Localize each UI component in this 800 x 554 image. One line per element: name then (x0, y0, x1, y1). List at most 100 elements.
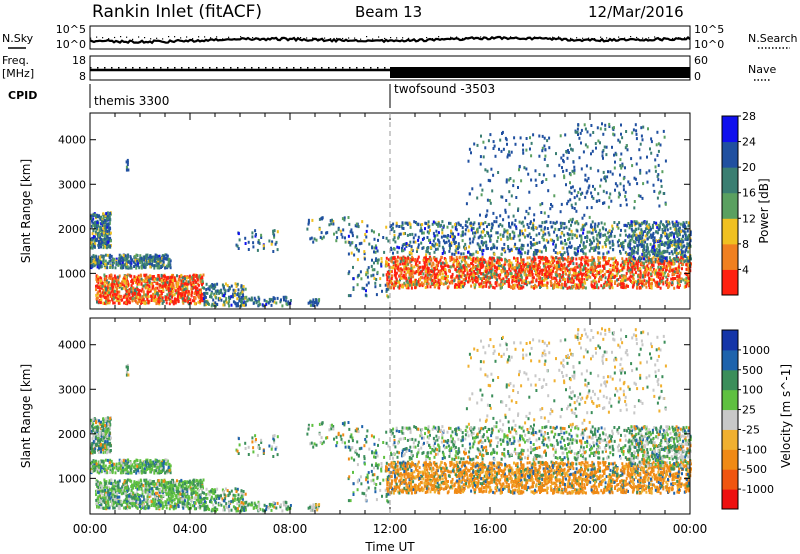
power-cell (445, 261, 448, 265)
power-cell (161, 296, 164, 300)
noise-search-dot (162, 38, 164, 40)
power-cell (662, 272, 665, 276)
power-cell (622, 279, 625, 283)
power-cell (191, 290, 194, 294)
power-cell (567, 256, 570, 260)
power-cell (373, 277, 376, 280)
power-cell (458, 271, 461, 275)
power-cell (505, 280, 508, 283)
nave-dot (279, 67, 281, 69)
power-cell (675, 271, 677, 274)
power-cell (138, 288, 141, 292)
power-cell (272, 299, 274, 303)
power-cell (520, 255, 522, 259)
power-cell (374, 285, 377, 289)
power-cell (593, 266, 596, 270)
noise-search-dot (264, 38, 266, 40)
power-cell (387, 239, 390, 243)
power-cell (146, 293, 149, 297)
power-cell (508, 264, 511, 268)
power-cell (473, 285, 476, 289)
power-cell (143, 255, 146, 259)
power-cell (379, 283, 382, 287)
power-cell (597, 286, 600, 290)
power-cell (493, 259, 496, 263)
power-cell (110, 277, 113, 280)
power-cell (596, 269, 599, 273)
power-cell (439, 278, 442, 282)
power-cell (152, 292, 155, 296)
power-cell (541, 255, 544, 259)
power-cell (491, 268, 494, 272)
power-cell (144, 302, 147, 306)
power-cell (273, 300, 276, 304)
power-cell (145, 286, 148, 290)
power-cell (202, 273, 205, 277)
power-cell (235, 302, 238, 306)
power-cell (493, 272, 496, 276)
power-cell (590, 280, 593, 284)
power-cell (589, 275, 592, 279)
power-cell (124, 276, 127, 280)
power-cell (120, 256, 123, 260)
noise-search-dot (222, 38, 224, 40)
power-cell (561, 255, 564, 259)
power-cell (662, 282, 665, 286)
power-cell (476, 280, 478, 284)
power-cell (473, 278, 476, 282)
power-cell (493, 286, 496, 290)
power-cell (464, 228, 467, 232)
power-cell (163, 284, 166, 288)
power-cell (96, 221, 99, 225)
power-cell (586, 256, 589, 260)
power-cell (538, 249, 541, 253)
power-cell (545, 260, 548, 263)
power-cell (138, 258, 141, 262)
power-cell (407, 286, 410, 290)
power-cell (602, 252, 605, 256)
power-cell (642, 265, 645, 269)
power-cell (491, 262, 493, 266)
power-cell (328, 223, 331, 227)
power-cell (168, 302, 171, 306)
power-cell (436, 276, 439, 280)
power-cell (153, 278, 156, 282)
power-cell (407, 276, 410, 280)
power-cell (112, 277, 115, 281)
power-cell (532, 260, 535, 264)
power-cell (434, 247, 437, 251)
power-cell (591, 220, 594, 224)
power-cell (207, 287, 210, 291)
power-cell (501, 224, 504, 228)
power-cell (585, 240, 588, 243)
power-cell (187, 302, 190, 306)
power-cell (147, 295, 150, 299)
power-cell (594, 276, 596, 280)
power-cell (532, 264, 535, 268)
power-cell (312, 240, 315, 244)
noise-search-dot (648, 37, 650, 39)
nave-dot (202, 67, 204, 69)
date-title: 12/Mar/2016 (588, 3, 684, 21)
power-cell (554, 276, 557, 280)
power-cell (598, 261, 601, 265)
noise-search-dot (378, 36, 380, 38)
noise-search-dot (114, 36, 116, 39)
power-cell (113, 261, 115, 265)
power-cell (653, 272, 656, 276)
power-cell (571, 233, 574, 237)
power-cell (677, 265, 680, 269)
nave-dot (104, 67, 106, 69)
power-cell (452, 257, 455, 261)
power-cell (92, 212, 95, 216)
power-cell (483, 260, 486, 264)
power-cell (508, 279, 510, 283)
noise-search-dot (192, 38, 194, 40)
power-cell (388, 269, 390, 273)
power-cell (588, 249, 591, 253)
power-cell (343, 216, 346, 220)
power-cell (136, 286, 139, 290)
power-cell (583, 278, 586, 282)
power-cell (368, 242, 371, 246)
power-cell (605, 261, 608, 265)
